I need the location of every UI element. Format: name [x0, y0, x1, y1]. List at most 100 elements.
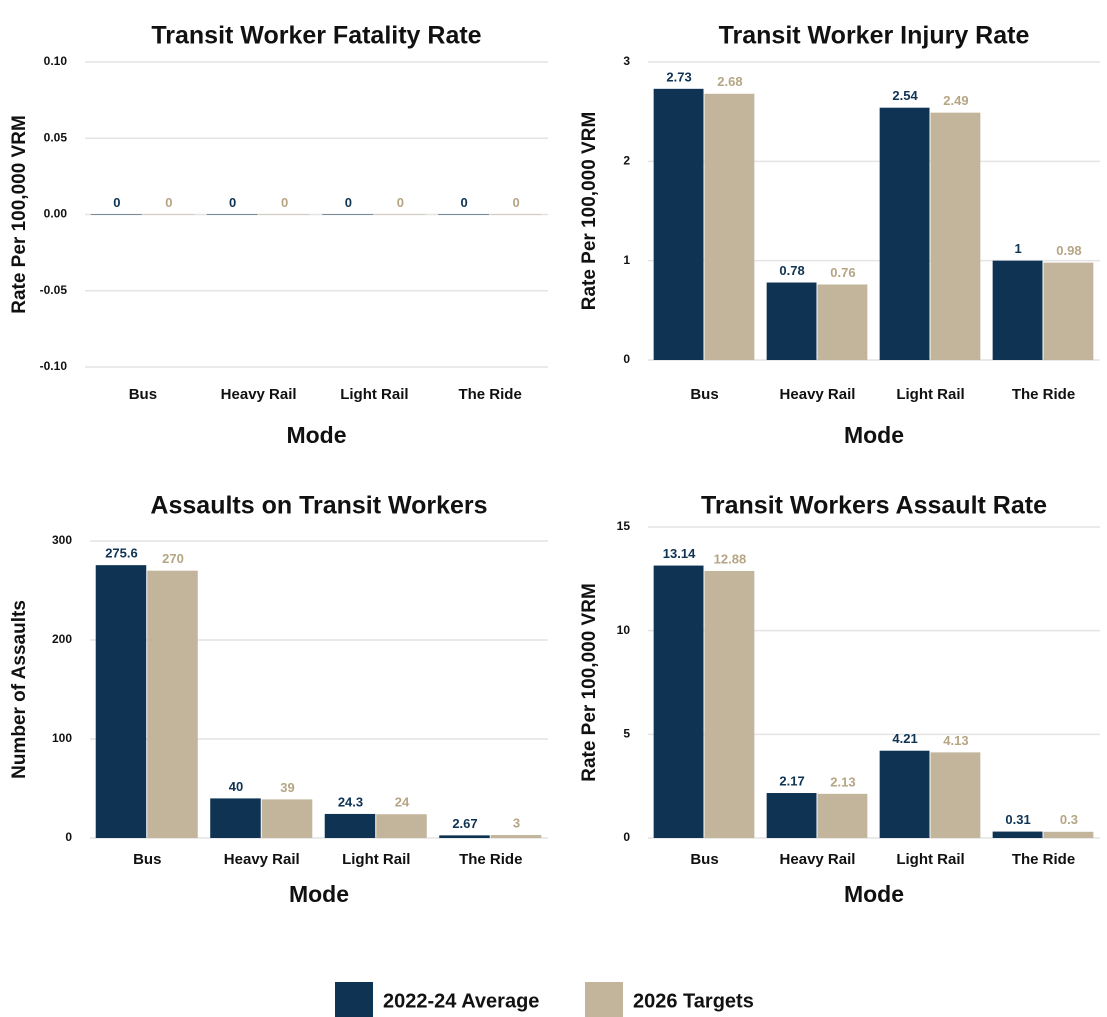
data-label: 4.21 [892, 731, 917, 746]
x-axis-label: Mode [289, 881, 349, 907]
y-tick-label: -0.10 [40, 359, 68, 373]
bar [653, 88, 704, 360]
y-tick-label: 100 [52, 731, 72, 745]
data-label: 0 [113, 195, 120, 210]
chart-title: Transit Worker Fatality Rate [151, 22, 481, 50]
bar [1043, 262, 1094, 360]
x-tick-label: Bus [690, 386, 718, 403]
bar [206, 214, 258, 215]
bar [376, 814, 427, 838]
y-tick-label: 3 [623, 54, 630, 68]
bar [95, 565, 147, 838]
data-label: 0 [165, 195, 172, 210]
data-label: 2.13 [830, 774, 855, 789]
y-tick-label: 2 [623, 154, 630, 168]
bar [704, 570, 755, 838]
x-tick-label: The Ride [1012, 386, 1075, 403]
data-label: 1 [1014, 241, 1021, 256]
x-tick-label: Light Rail [342, 851, 410, 868]
bar [322, 214, 374, 215]
bar [817, 793, 868, 838]
y-axis-label: Rate Per 100,000 VRM [579, 112, 600, 311]
data-label: 2.67 [452, 816, 477, 831]
x-tick-label: Bus [129, 386, 157, 403]
x-axis-label: Mode [844, 881, 904, 907]
data-label: 2.49 [943, 93, 968, 108]
bar [374, 214, 426, 215]
data-label: 275.6 [105, 546, 138, 561]
data-label: 13.14 [663, 546, 696, 561]
y-tick-label: 0 [623, 830, 630, 844]
y-axis-label: Rate Per 100,000 VRM [9, 115, 30, 314]
y-tick-label: 15 [617, 519, 631, 533]
bar [879, 750, 930, 838]
x-tick-label: Light Rail [896, 386, 964, 403]
data-label: 0.98 [1056, 243, 1081, 258]
bar [490, 214, 542, 215]
data-label: 12.88 [714, 551, 747, 566]
y-axis-label: Number of Assaults [9, 600, 30, 779]
x-tick-label: Heavy Rail [224, 851, 300, 868]
y-tick-label: 0.05 [44, 130, 68, 144]
bar [90, 214, 142, 215]
data-label: 0.76 [830, 265, 855, 280]
x-tick-label: The Ride [459, 851, 522, 868]
data-label: 0 [345, 195, 352, 210]
bar [147, 570, 198, 838]
y-axis-label: Rate Per 100,000 VRM [579, 583, 600, 782]
y-tick-label: 200 [52, 632, 72, 646]
x-tick-label: The Ride [458, 386, 521, 403]
bar [438, 214, 490, 215]
chart-title: Assaults on Transit Workers [150, 492, 487, 520]
bar [324, 813, 376, 838]
legend-label: 2022-24 Average [383, 990, 539, 1012]
bar [817, 284, 868, 360]
bar [1043, 831, 1094, 838]
y-tick-label: 5 [623, 727, 630, 741]
x-tick-label: Bus [133, 851, 161, 868]
data-label: 2.17 [779, 773, 804, 788]
chart-title: Transit Workers Assault Rate [701, 492, 1047, 520]
data-label: 270 [162, 551, 184, 566]
chart-title: Transit Worker Injury Rate [719, 22, 1030, 50]
bar [704, 93, 755, 360]
y-tick-label: 1 [623, 253, 630, 267]
bar [992, 831, 1043, 838]
bar [653, 565, 704, 838]
bar [439, 835, 490, 838]
bar [992, 260, 1043, 360]
data-label: 0 [397, 195, 404, 210]
bar [210, 798, 261, 838]
y-tick-label: -0.05 [40, 283, 68, 297]
data-label: 3 [513, 815, 520, 830]
bar [930, 752, 981, 838]
y-tick-label: 0 [65, 830, 72, 844]
y-tick-label: 0 [623, 352, 630, 366]
data-label: 4.13 [943, 733, 968, 748]
data-label: 0 [513, 195, 520, 210]
data-label: 0 [281, 195, 288, 210]
legend-swatch [335, 982, 373, 1017]
data-label: 0.78 [779, 263, 804, 278]
x-tick-label: Heavy Rail [221, 386, 297, 403]
bar [142, 214, 194, 215]
data-label: 0 [460, 195, 467, 210]
x-tick-label: Light Rail [896, 851, 964, 868]
x-tick-label: The Ride [1012, 851, 1075, 868]
bar [766, 793, 817, 838]
data-label: 0 [229, 195, 236, 210]
x-tick-label: Bus [690, 851, 718, 868]
bar [766, 282, 817, 360]
data-label: 40 [229, 779, 243, 794]
bar [261, 799, 313, 838]
y-tick-label: 300 [52, 533, 72, 547]
data-label: 2.73 [666, 69, 691, 84]
data-label: 24 [395, 795, 410, 810]
data-label: 0.3 [1060, 812, 1078, 827]
legend-label: 2026 Targets [633, 990, 754, 1012]
y-tick-label: 0.00 [44, 207, 68, 221]
data-label: 39 [280, 780, 294, 795]
x-axis-label: Mode [286, 422, 346, 448]
bar [930, 112, 981, 360]
x-tick-label: Heavy Rail [780, 386, 856, 403]
